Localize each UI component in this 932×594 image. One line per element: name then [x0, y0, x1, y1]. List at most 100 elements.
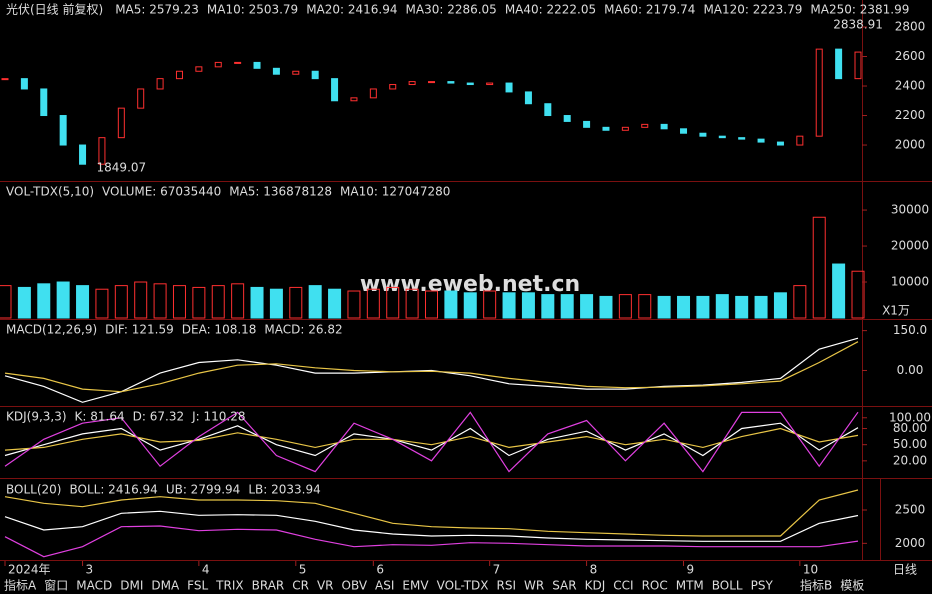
indicator-line	[4, 525, 859, 558]
volume-bar	[521, 292, 535, 319]
volume-bar	[231, 283, 245, 319]
y-tick-label: 10000	[891, 275, 929, 289]
indicator-line	[4, 489, 859, 537]
indicator-readout: MACD: 26.82	[264, 323, 342, 337]
indicator-tab[interactable]: 指标A	[4, 578, 37, 593]
low-label: 1849.07	[97, 161, 147, 175]
candle	[79, 144, 87, 165]
chart-title: 光伏(日线 前复权)	[6, 2, 103, 17]
candle	[272, 67, 280, 75]
candle	[505, 82, 513, 93]
candle	[331, 78, 339, 102]
candle	[486, 82, 494, 86]
volume-bar	[37, 283, 51, 319]
x-tick-label: 8	[590, 563, 598, 577]
candle	[602, 126, 610, 131]
volume-bar	[715, 294, 729, 319]
volume-bar	[754, 295, 768, 319]
indicator-tab[interactable]: CR	[292, 579, 309, 593]
x-tick-label: 9	[687, 563, 695, 577]
candle	[408, 81, 416, 86]
indicator-tab[interactable]: VOL-TDX	[437, 579, 489, 593]
indicator-readout: MA20: 2416.94	[306, 3, 397, 17]
indicator-readout: D: 67.32	[133, 410, 184, 424]
candle	[59, 115, 67, 146]
indicator-readout: LB: 2033.94	[248, 483, 320, 497]
candle	[1, 78, 9, 81]
x-tick-label: 10	[803, 563, 818, 577]
candle	[660, 123, 668, 130]
volume-bar	[735, 295, 749, 319]
indicator-tab[interactable]: ASI	[375, 579, 394, 593]
candle	[20, 78, 28, 90]
indicator-readout: VOL-TDX(5,10)	[6, 185, 94, 199]
indicator-readout: MA40: 2222.05	[505, 3, 596, 17]
volume-bar	[0, 285, 12, 319]
volume-bar	[425, 290, 438, 319]
indicator-tab[interactable]: BOLL	[712, 579, 743, 593]
indicator-tab[interactable]: RSI	[497, 579, 517, 593]
candle	[175, 70, 183, 80]
indicator-readout: UB: 2799.94	[166, 483, 241, 497]
y-tick-label: 100.00	[889, 410, 931, 424]
y-tick-label: 2000	[895, 536, 926, 550]
indicator-readout: MA5: 2579.23	[115, 3, 199, 17]
panel-borders	[0, 0, 932, 561]
candle	[369, 88, 377, 99]
indicator-readout: KDJ(9,3,3)	[6, 410, 67, 424]
candle	[718, 135, 726, 139]
period-label[interactable]: 日线	[893, 563, 917, 577]
indicator-tab[interactable]: FSL	[187, 579, 208, 593]
volume-bar	[328, 288, 342, 319]
volume-bar	[211, 285, 225, 319]
candle	[447, 81, 455, 84]
volume-bar	[502, 292, 516, 319]
indicator-tab[interactable]: ROC	[642, 579, 668, 593]
indicator-tab[interactable]: WR	[524, 579, 544, 593]
y-tick-label: 50.00	[893, 437, 927, 451]
right-tab[interactable]: 指标B	[800, 578, 832, 593]
indicator-tab[interactable]: SAR	[552, 579, 576, 593]
volume-bar	[463, 292, 477, 319]
indicator-tab[interactable]: 窗口	[44, 579, 68, 593]
indicator-readout: J: 110.28	[191, 410, 245, 424]
indicator-tab[interactable]: BRAR	[252, 579, 285, 593]
right-tab[interactable]: 模板	[840, 579, 864, 593]
y-tick-label: 20000	[891, 239, 929, 253]
x-tick-label: 2024年	[8, 563, 51, 577]
indicator-tab[interactable]: EMV	[402, 579, 429, 593]
indicator-readout: MACD(12,26,9)	[6, 323, 97, 337]
volume-bar	[618, 294, 632, 319]
indicator-tab[interactable]: MTM	[676, 579, 704, 593]
volume-bar	[269, 288, 283, 319]
volume-bar	[599, 295, 613, 319]
indicator-tab[interactable]: VR	[317, 579, 334, 593]
volume-bar	[366, 288, 380, 319]
volume-bar	[289, 286, 303, 319]
volume-bar	[134, 281, 148, 319]
indicator-tab[interactable]: PSY	[751, 579, 774, 593]
indicator-line	[4, 341, 859, 393]
indicator-readout: MA60: 2179.74	[604, 3, 695, 17]
candle	[796, 135, 804, 146]
candle	[428, 81, 435, 84]
candle	[137, 88, 145, 109]
indicator-tab[interactable]: MACD	[76, 579, 112, 593]
indicator-line	[4, 510, 859, 542]
indicator-tab[interactable]: DMI	[120, 579, 143, 593]
candle	[583, 120, 591, 128]
indicator-tab[interactable]: OBV	[342, 579, 368, 593]
y-tick-label: 2800	[895, 20, 926, 34]
volume-bar	[541, 294, 555, 319]
candle	[757, 138, 765, 143]
volume-bar	[95, 288, 109, 319]
y-tick-label: 80.00	[893, 421, 927, 435]
indicator-tab[interactable]: KDJ	[585, 579, 606, 593]
volume-bar	[405, 288, 419, 319]
candle	[815, 48, 823, 137]
indicator-line	[4, 337, 859, 403]
indicator-tab[interactable]: CCI	[613, 579, 633, 593]
indicator-tab[interactable]: DMA	[151, 579, 180, 593]
indicator-tab[interactable]: TRIX	[215, 579, 243, 593]
